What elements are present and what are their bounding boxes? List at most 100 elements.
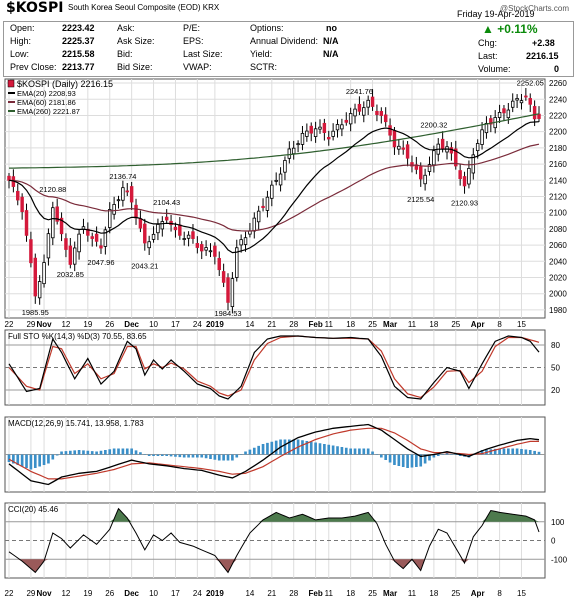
macd-hist-bar	[288, 439, 291, 455]
candle-up	[467, 167, 471, 185]
candle-down	[401, 147, 405, 150]
x-tick-label-bottom: 11	[408, 589, 417, 598]
dividend-value: N/A	[323, 36, 339, 46]
price-annotation: 2047.96	[87, 258, 114, 267]
x-tick-label-price: Apr	[471, 320, 485, 329]
macd-hist-bar	[349, 448, 352, 455]
macd-hist-bar	[375, 454, 379, 455]
macd-hist-bar	[358, 448, 361, 455]
candle-up	[348, 113, 353, 125]
price-legend-entry: EMA(20) 2208.93	[17, 89, 76, 98]
last-value: 2216.15	[526, 51, 559, 61]
candle-up	[423, 174, 427, 185]
y-tick-label-price: 2000	[549, 290, 567, 299]
macd-hist-bar	[143, 454, 147, 455]
chg-value: +2.38	[532, 38, 555, 48]
macd-hist-bar	[301, 440, 304, 455]
x-tick-label-price: 19	[83, 320, 92, 329]
candle-down	[16, 190, 20, 201]
candle-down	[309, 125, 313, 134]
last-size-label: Last Size:	[183, 49, 223, 59]
x-tick-label-bottom: 14	[245, 589, 254, 598]
candle-up	[235, 247, 239, 278]
cci-positive-fill	[9, 508, 539, 522]
macd-hist-bar	[196, 454, 199, 458]
y-tick-label-price: 2020	[549, 273, 567, 282]
chart-header: $KOSPI South Korea Seoul Composite (EOD)…	[0, 0, 577, 77]
candle-down	[134, 204, 138, 219]
macd-hist-bar	[515, 448, 519, 455]
panel-frame-price	[4, 78, 546, 319]
x-tick-label-price: 17	[171, 320, 180, 329]
macd-hist-bar	[270, 441, 274, 455]
candle-down	[143, 223, 147, 244]
cci-line	[8, 507, 540, 574]
x-tick-label-price: 18	[346, 320, 355, 329]
yield-value: N/A	[323, 49, 339, 59]
macd-hist-bar	[160, 454, 164, 456]
x-tick-label-bottom: 11	[325, 589, 334, 598]
candle-down	[388, 125, 392, 136]
candle-up	[116, 199, 121, 202]
candle-up	[480, 129, 484, 145]
candle-down	[454, 148, 458, 167]
ask-label: Ask:	[117, 23, 135, 33]
x-tick-label-bottom: 22	[5, 589, 14, 598]
price-annotation: 2120.88	[39, 185, 66, 194]
macd-hist-bar	[458, 454, 462, 456]
watermark: @StockCharts.com	[499, 4, 569, 13]
legend-swatch	[7, 79, 15, 88]
bid-label: Bid:	[117, 49, 133, 59]
x-tick-label-bottom: Mar	[383, 589, 397, 598]
options-value: no	[326, 23, 337, 33]
macd-hist-bar	[401, 454, 405, 467]
price-annotation: 2125.54	[407, 195, 434, 204]
candle-up	[204, 247, 208, 251]
dividend-label: Annual Dividend:	[250, 36, 319, 46]
macd-hist-bar	[432, 454, 436, 458]
x-tick-label-bottom: 8	[497, 589, 502, 598]
y-tick-label-price: 2160	[549, 160, 567, 169]
candle-up	[243, 237, 248, 245]
macd-hist-bar	[318, 443, 322, 455]
ema260-line	[9, 113, 540, 169]
eps-label: EPS:	[183, 36, 204, 46]
candle-down	[357, 103, 362, 112]
candle-down	[532, 106, 537, 120]
last-label: Last:	[478, 51, 498, 61]
symbol-title: $KOSPI	[6, 0, 64, 16]
candle-up	[108, 209, 112, 228]
macd-hist-bar	[95, 451, 98, 455]
candle-up	[121, 187, 125, 201]
candle-down	[90, 236, 94, 239]
pe-label: P/E:	[183, 23, 201, 33]
macd-hist-bar	[187, 454, 190, 458]
candle-down	[379, 111, 384, 116]
macd-line	[8, 423, 540, 486]
bid-size-label: Bid Size:	[117, 62, 153, 72]
candle-down	[261, 205, 265, 209]
macd-hist-bar	[257, 445, 260, 455]
x-tick-label-bottom: 18	[429, 589, 438, 598]
candle-up	[427, 164, 432, 172]
candle-down	[55, 206, 59, 222]
macd-hist-bar	[182, 454, 186, 458]
candle-down	[178, 224, 182, 236]
macd-hist-bar	[125, 448, 129, 455]
macd-hist-bar	[384, 454, 388, 460]
candle-up	[497, 111, 502, 118]
price-annotation: 2200.32	[420, 120, 447, 129]
candle-up	[112, 204, 116, 215]
candle-up	[484, 122, 489, 134]
prev-close-value: 2213.77	[62, 62, 95, 72]
macd-hist-bar	[261, 444, 265, 455]
candle-down	[489, 118, 493, 125]
macd-hist-bar	[169, 454, 173, 457]
ask-size-label: Ask Size:	[117, 36, 155, 46]
candle-up	[103, 229, 108, 247]
price-legend-entry: $KOSPI (Daily) 2216.15	[17, 79, 113, 89]
macd-hist-bar	[64, 451, 68, 455]
candle-down	[125, 190, 129, 193]
candle-up	[366, 99, 370, 108]
